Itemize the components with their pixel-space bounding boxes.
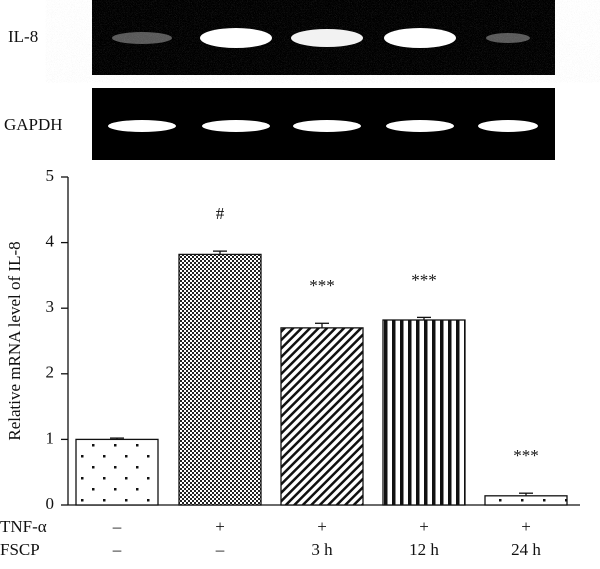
treatment-label: 3 h <box>311 540 333 559</box>
gel-label: IL-8 <box>8 27 38 46</box>
gel-label: GAPDH <box>4 115 63 134</box>
significance-label: # <box>216 204 225 223</box>
treatment-label: – <box>112 517 122 536</box>
y-tick-label: 4 <box>46 232 55 251</box>
treatment-label: + <box>215 517 225 536</box>
significance-label: *** <box>411 270 437 289</box>
treatment-label: + <box>521 517 531 536</box>
treatment-label: 12 h <box>409 540 439 559</box>
treatment-name: FSCP <box>0 540 40 559</box>
bar <box>382 319 466 506</box>
y-tick-label: 1 <box>46 428 55 447</box>
treatment-label: – <box>112 540 122 559</box>
treatment-label: + <box>317 517 327 536</box>
gel-il8 <box>92 0 555 75</box>
y-tick-label: 0 <box>46 494 55 513</box>
significance-label: *** <box>513 446 539 465</box>
bar <box>484 495 568 506</box>
gel-gapdh <box>92 88 555 160</box>
treatment-label: – <box>215 540 225 559</box>
bar <box>178 253 262 506</box>
bar <box>75 438 159 506</box>
y-tick-label: 3 <box>46 297 55 316</box>
significance-label: *** <box>309 276 335 295</box>
treatment-name: TNF-α <box>0 517 47 536</box>
bar <box>280 327 364 506</box>
y-tick-label: 2 <box>46 363 55 382</box>
y-axis-label: Relative mRNA level of IL-8 <box>5 241 24 440</box>
treatment-label: 24 h <box>511 540 541 559</box>
y-tick-label: 5 <box>46 166 55 185</box>
treatment-label: + <box>419 517 429 536</box>
